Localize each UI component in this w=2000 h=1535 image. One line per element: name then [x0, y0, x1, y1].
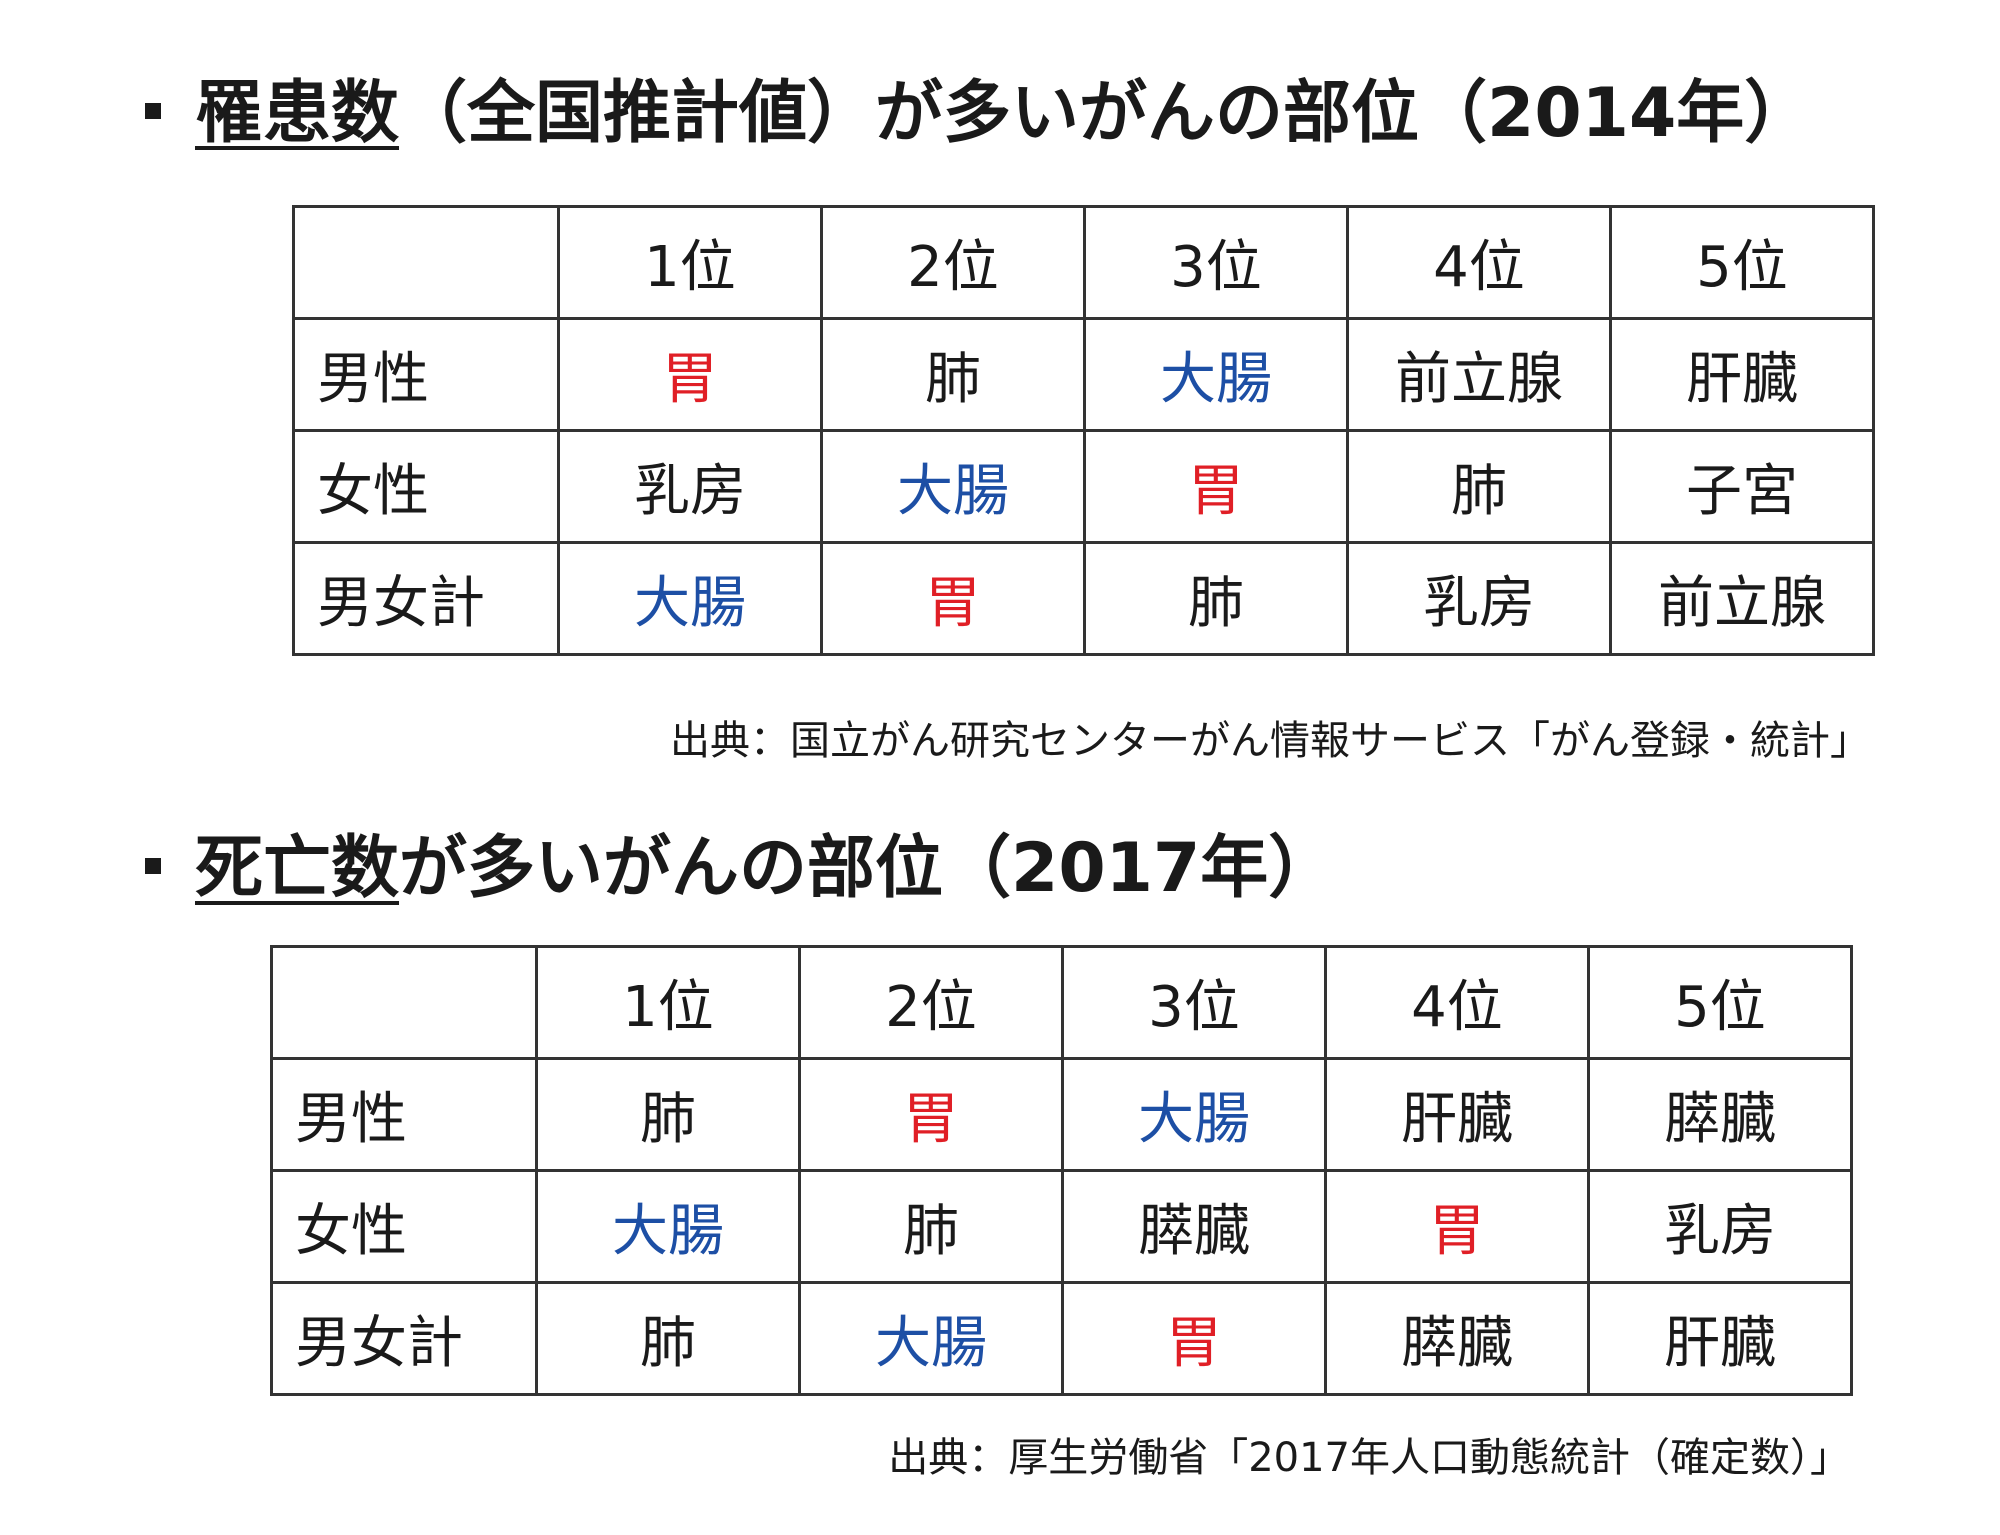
header-cell-rank-2: 2位 — [798, 945, 1064, 1060]
header-cell-rank-3: 3位 — [1061, 945, 1327, 1060]
incidence-ranking-table: 1位 2位 3位 4位 5位 男性 胃 肺 大腸 前立腺 肝臓 女性 乳房 大腸… — [292, 205, 1875, 656]
table-cell: 肺 — [1346, 429, 1612, 544]
table-cell: 前立腺 — [1346, 317, 1612, 432]
table-cell: 胃 — [1061, 1281, 1327, 1396]
table-cell: 膵臓 — [1061, 1169, 1327, 1284]
row-label-male: 男性 — [292, 317, 560, 432]
bullet-icon — [145, 103, 161, 120]
header-cell-rank-3: 3位 — [1083, 205, 1349, 320]
table-cell: 肝臓 — [1609, 317, 1875, 432]
header-cell-rank-2: 2位 — [820, 205, 1086, 320]
table-row: 女性 大腸 肺 膵臓 胃 乳房 — [270, 1169, 1853, 1284]
mortality-title-keyword: 死亡数 — [195, 829, 400, 908]
table-cell: 大腸 — [557, 541, 823, 656]
incidence-section-title: 罹患数（全国推計値）が多いがんの部位（2014年） — [145, 80, 1812, 148]
table-row: 男女計 大腸 胃 肺 乳房 前立腺 — [292, 541, 1875, 656]
table-cell: 肺 — [535, 1281, 801, 1396]
mortality-section-title: 死亡数が多いがんの部位（2017年） — [145, 835, 1336, 903]
mortality-title-rest: が多いがんの部位（2017年） — [399, 829, 1337, 908]
table-cell: 胃 — [557, 317, 823, 432]
table-header-row: 1位 2位 3位 4位 5位 — [292, 205, 1875, 320]
table-cell: 前立腺 — [1609, 541, 1875, 656]
row-label-total: 男女計 — [292, 541, 560, 656]
table-cell: 胃 — [1083, 429, 1349, 544]
table-row: 男性 胃 肺 大腸 前立腺 肝臓 — [292, 317, 1875, 432]
header-cell-rank-5: 5位 — [1609, 205, 1875, 320]
header-cell-rank-1: 1位 — [557, 205, 823, 320]
header-cell-rank-1: 1位 — [535, 945, 801, 1060]
header-cell-rank-5: 5位 — [1587, 945, 1853, 1060]
table-cell: 子宮 — [1609, 429, 1875, 544]
header-cell-rank-4: 4位 — [1324, 945, 1590, 1060]
row-label-male: 男性 — [270, 1057, 538, 1172]
incidence-title-rest: （全国推計値）が多いがんの部位（2014年） — [399, 74, 1813, 153]
mortality-source-note: 出典：厚生労働省「2017年人口動態統計（確定数）」 — [888, 1435, 1850, 1481]
table-cell: 胃 — [1324, 1169, 1590, 1284]
table-cell: 大腸 — [1061, 1057, 1327, 1172]
header-cell-rank-4: 4位 — [1346, 205, 1612, 320]
bullet-icon — [145, 858, 161, 875]
table-cell: 肺 — [820, 317, 1086, 432]
header-cell-empty — [292, 205, 560, 320]
row-label-total: 男女計 — [270, 1281, 538, 1396]
header-cell-empty — [270, 945, 538, 1060]
table-cell: 肺 — [535, 1057, 801, 1172]
incidence-source-note: 出典：国立がん研究センターがん情報サービス「がん登録・統計」 — [670, 718, 1870, 764]
table-row: 女性 乳房 大腸 胃 肺 子宮 — [292, 429, 1875, 544]
table-row: 男性 肺 胃 大腸 肝臓 膵臓 — [270, 1057, 1853, 1172]
table-cell: 膵臓 — [1587, 1057, 1853, 1172]
table-cell: 胃 — [798, 1057, 1064, 1172]
table-cell: 乳房 — [1587, 1169, 1853, 1284]
table-cell: 肺 — [1083, 541, 1349, 656]
table-cell: 大腸 — [535, 1169, 801, 1284]
incidence-title-keyword: 罹患数 — [195, 74, 400, 153]
table-cell: 膵臓 — [1324, 1281, 1590, 1396]
mortality-ranking-table: 1位 2位 3位 4位 5位 男性 肺 胃 大腸 肝臓 膵臓 女性 大腸 肺 膵… — [270, 945, 1853, 1396]
table-header-row: 1位 2位 3位 4位 5位 — [270, 945, 1853, 1060]
table-cell: 大腸 — [820, 429, 1086, 544]
table-cell: 乳房 — [1346, 541, 1612, 656]
table-cell: 大腸 — [1083, 317, 1349, 432]
row-label-female: 女性 — [270, 1169, 538, 1284]
table-cell: 肝臓 — [1587, 1281, 1853, 1396]
table-cell: 乳房 — [557, 429, 823, 544]
table-cell: 肝臓 — [1324, 1057, 1590, 1172]
row-label-female: 女性 — [292, 429, 560, 544]
table-cell: 肺 — [798, 1169, 1064, 1284]
table-row: 男女計 肺 大腸 胃 膵臓 肝臓 — [270, 1281, 1853, 1396]
table-cell: 胃 — [820, 541, 1086, 656]
table-cell: 大腸 — [798, 1281, 1064, 1396]
